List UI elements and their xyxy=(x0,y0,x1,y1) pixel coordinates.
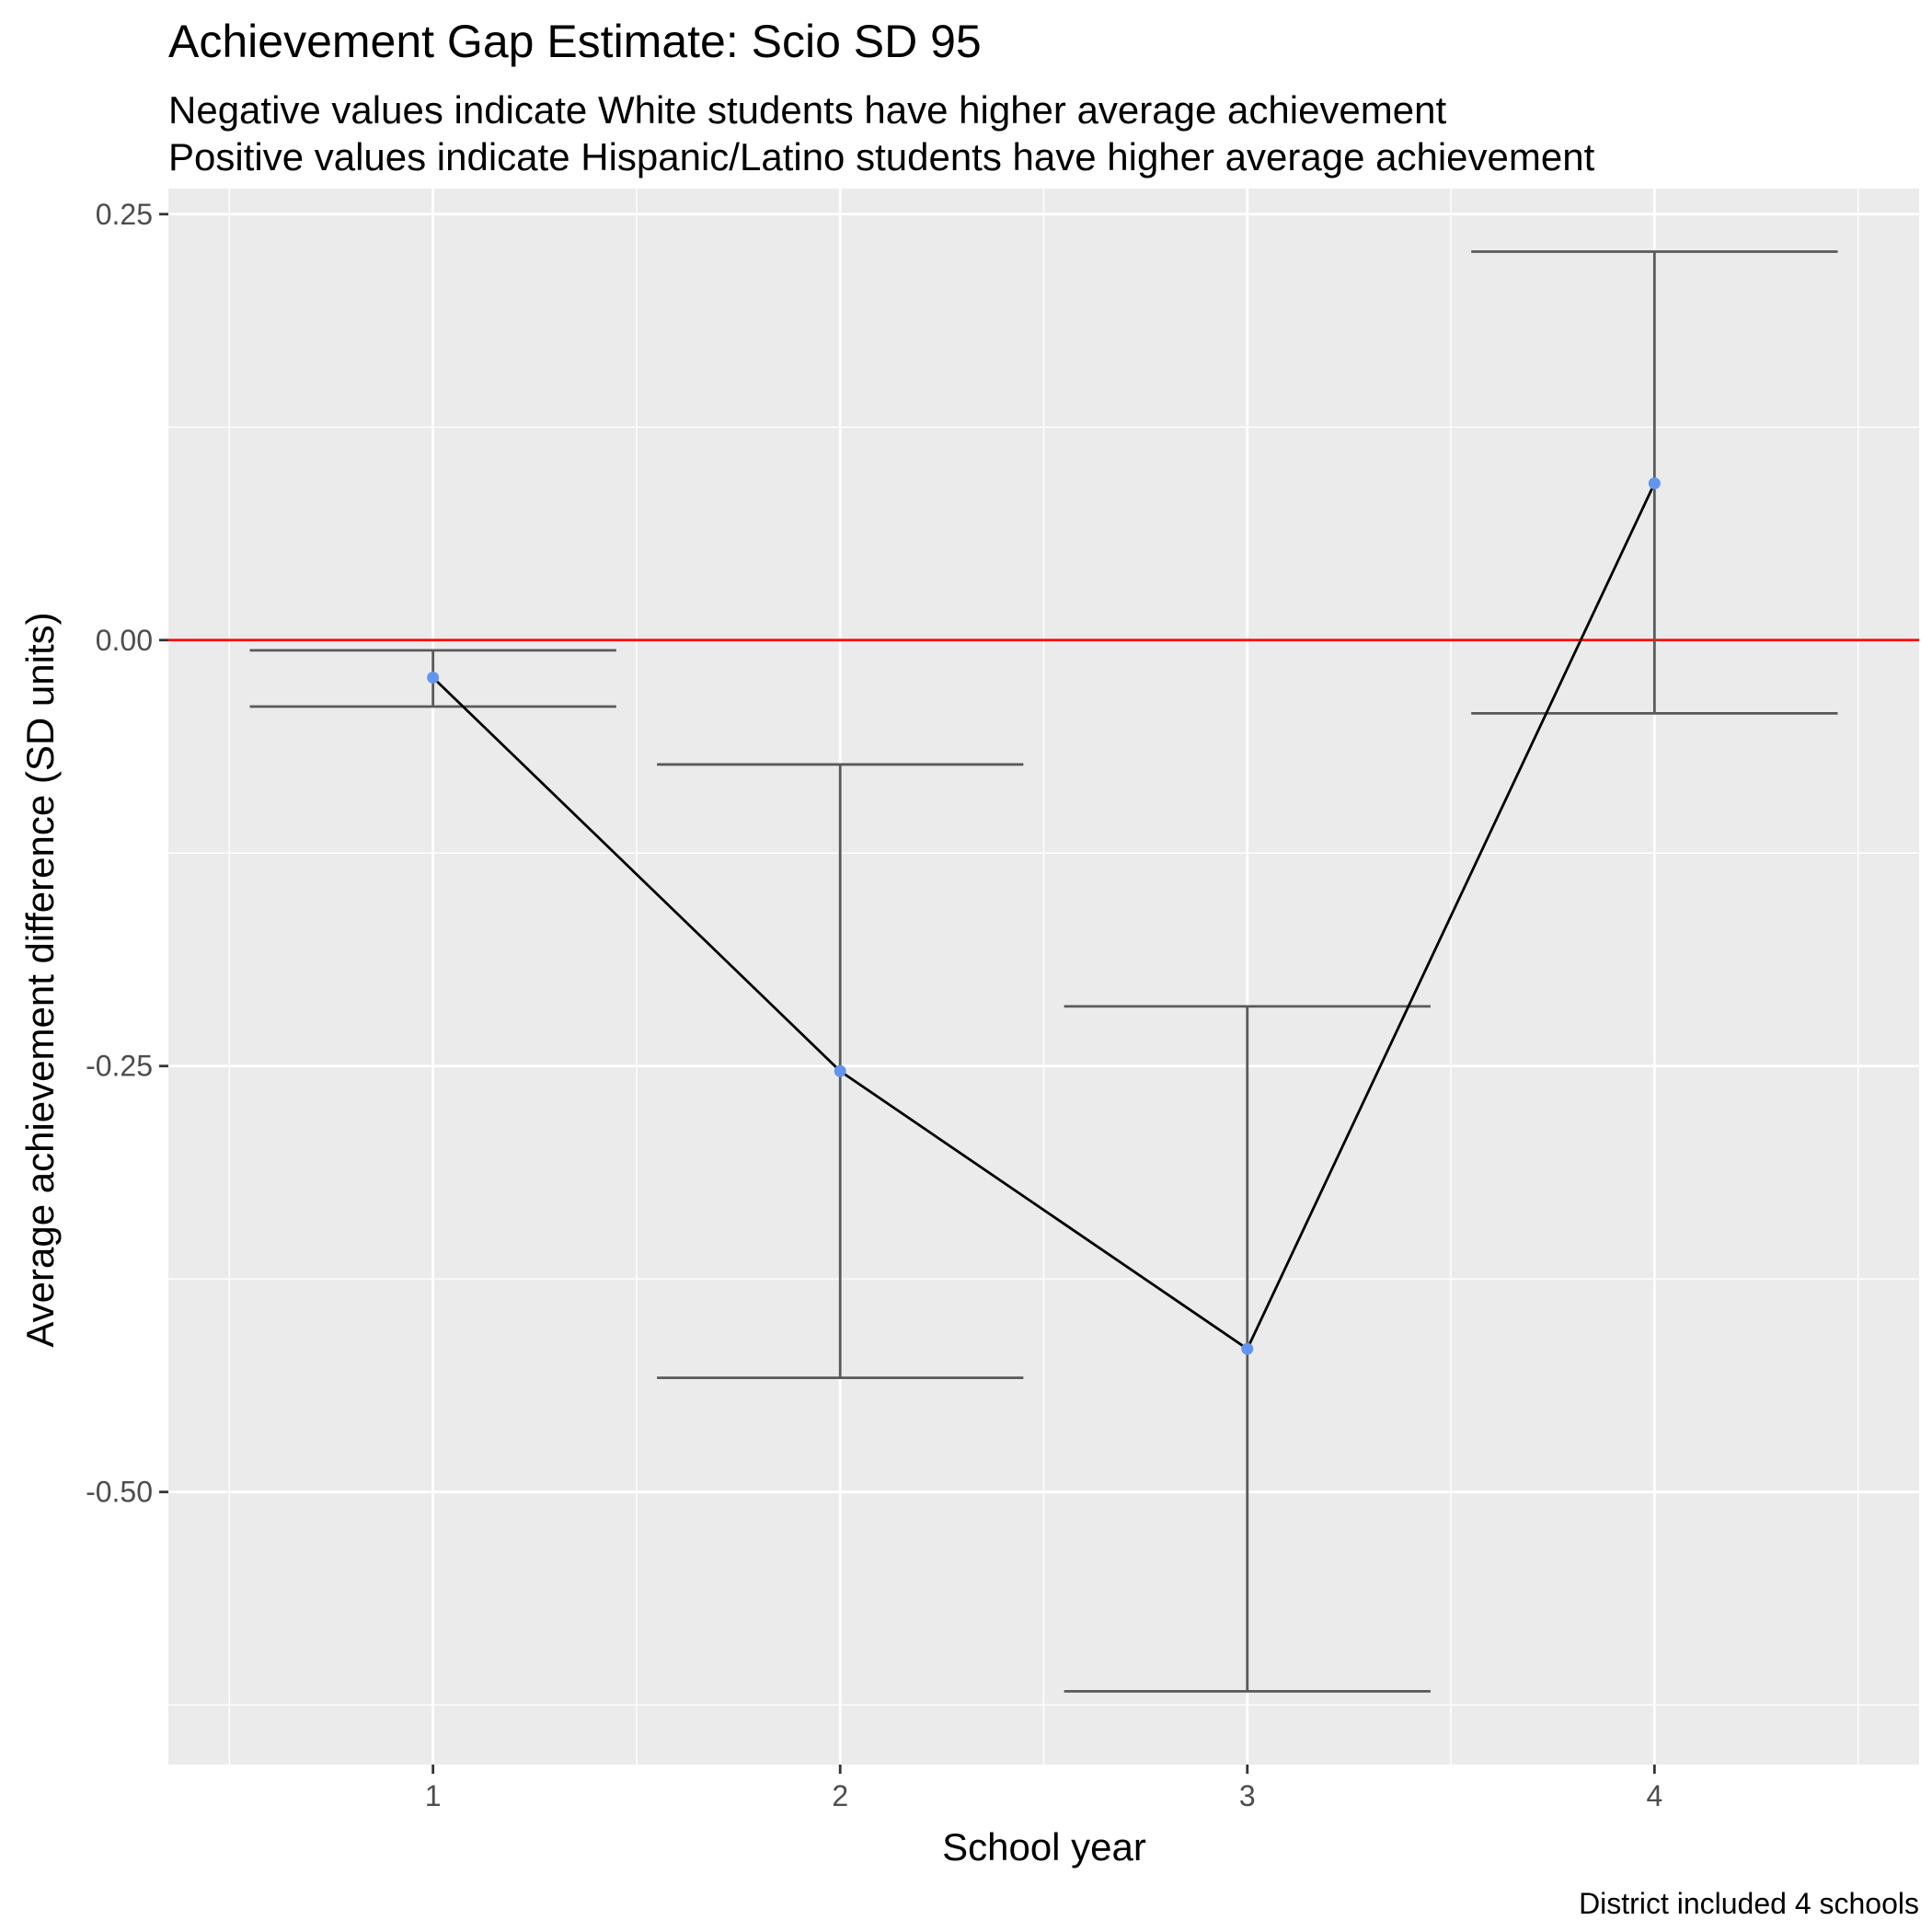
y-axis-title: Average achievement difference (SD units… xyxy=(18,612,62,1347)
series-line xyxy=(431,482,1656,1351)
chart-subtitle-line-1: Negative values indicate White students … xyxy=(168,88,1446,132)
y-tick-label: 0.00 xyxy=(96,624,153,657)
x-tick-label: 3 xyxy=(1239,1779,1256,1812)
y-axis: 0.25 0.00 -0.25 -0.50 xyxy=(86,198,168,1509)
y-tick-label: -0.50 xyxy=(86,1476,153,1509)
data-points xyxy=(427,477,1661,1355)
data-point xyxy=(1241,1342,1254,1355)
chart-subtitle-line-2: Positive values indicate Hispanic/Latino… xyxy=(168,135,1595,178)
x-tick-label: 2 xyxy=(832,1779,848,1812)
x-axis: 1 2 3 4 xyxy=(425,1765,1662,1812)
y-tick-label: 0.25 xyxy=(96,198,153,231)
y-tick-label: -0.25 xyxy=(86,1050,153,1083)
data-point xyxy=(834,1064,846,1077)
x-tick-label: 4 xyxy=(1646,1779,1662,1812)
chart-title: Achievement Gap Estimate: Scio SD 95 xyxy=(168,16,982,67)
minor-gridlines xyxy=(168,189,1919,1765)
chart-caption: District included 4 schools xyxy=(1579,1887,1919,1920)
x-axis-title: School year xyxy=(942,1825,1146,1869)
data-point xyxy=(1648,477,1661,489)
x-tick-label: 1 xyxy=(425,1779,442,1812)
data-point xyxy=(427,671,440,684)
